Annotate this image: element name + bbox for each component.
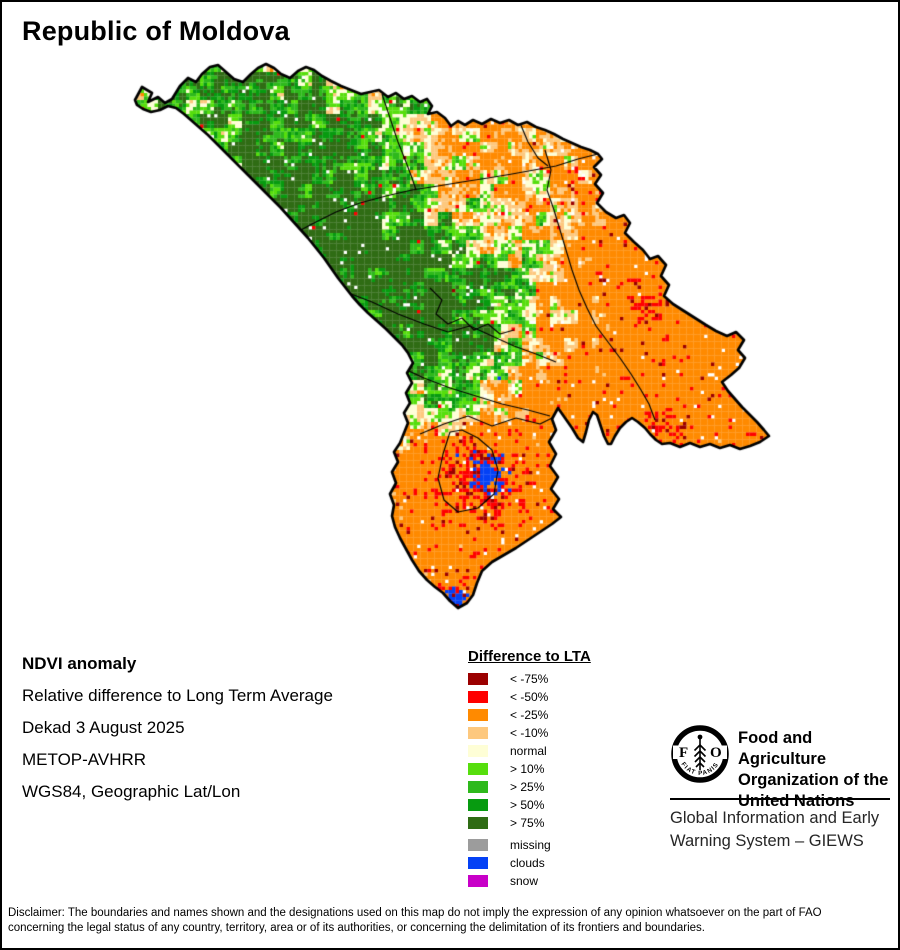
legend-color-swatch [468, 691, 488, 703]
disclaimer-text: Disclaimer: The boundaries and names sho… [8, 906, 822, 936]
fao-logo-letter-f: F [679, 745, 688, 761]
legend-row: < -50% [468, 688, 591, 706]
legend-row: normal [468, 742, 591, 760]
legend-row: > 75% [468, 814, 591, 832]
legend-title: Difference to LTA [468, 648, 591, 665]
legend-label: missing [510, 838, 551, 852]
fao-org-line: United Nations [738, 792, 855, 810]
info-line: METOP-AVHRR [22, 750, 147, 769]
info-heading: NDVI anomaly [22, 654, 137, 673]
legend-label: < -25% [510, 708, 549, 722]
legend-row: > 25% [468, 778, 591, 796]
legend-color-swatch [468, 781, 488, 793]
fao-block: F O FIAT PANIS Food and Agriculture Organ… [668, 722, 896, 862]
legend-label: < -75% [510, 672, 549, 686]
info-line: Dekad 3 August 2025 [22, 718, 185, 737]
legend-color-swatch [468, 875, 488, 887]
fao-org-line: Organization of the [738, 771, 889, 789]
map-legend: Difference to LTA < -75% < -50% < -25% < -1… [468, 648, 591, 890]
legend-label: > 25% [510, 780, 545, 794]
fao-org-line: Food and Agriculture [738, 729, 827, 768]
legend-row: snow [468, 872, 591, 890]
legend-color-swatch [468, 817, 488, 829]
legend-color-swatch [468, 857, 488, 869]
legend-row: < -10% [468, 724, 591, 742]
legend-row: missing [468, 836, 591, 854]
legend-label: > 75% [510, 816, 545, 830]
fao-logo-icon: F O FIAT PANIS [671, 725, 729, 783]
wheat-ear-icon [693, 739, 707, 770]
legend-color-swatch [468, 745, 488, 757]
legend-row: < -25% [468, 706, 591, 724]
legend-color-swatch [468, 799, 488, 811]
legend-row: > 10% [468, 760, 591, 778]
legend-label: snow [510, 874, 539, 888]
info-line: Relative difference to Long Term Average [22, 686, 333, 705]
disclaimer-line: Disclaimer: The boundaries and names sho… [8, 907, 822, 919]
giews-label: Global Information and Early Warning Syst… [670, 807, 879, 853]
fao-logo-letter-o: O [710, 745, 722, 761]
fao-org-name: Food and Agriculture Organization of the U… [738, 728, 896, 812]
legend-row: < -75% [468, 670, 591, 688]
legend-row: > 50% [468, 796, 591, 814]
legend-label: normal [510, 744, 547, 758]
info-lines: Relative difference to Long Term Average… [22, 680, 333, 808]
legend-label: clouds [510, 856, 545, 870]
legend-color-swatch [468, 727, 488, 739]
fao-divider [670, 798, 890, 800]
legend-row: clouds [468, 854, 591, 872]
giews-line: Warning System – GIEWS [670, 832, 864, 850]
legend-color-swatch [468, 709, 488, 721]
legend-label: < -10% [510, 726, 549, 740]
legend-label: > 50% [510, 798, 545, 812]
legend-color-swatch [468, 839, 488, 851]
info-line: WGS84, Geographic Lat/Lon [22, 782, 241, 801]
legend-label: > 10% [510, 762, 545, 776]
legend-class-rows: < -75% < -50% < -25% < -10% normal > 10% > 25%… [468, 670, 591, 832]
map-info-block: NDVI anomaly Relative difference to Long… [22, 648, 333, 808]
giews-line: Global Information and Early [670, 809, 880, 827]
legend-label: < -50% [510, 690, 549, 704]
legend-extra-rows: missing clouds snow [468, 836, 591, 890]
page-title: Republic of Moldova [22, 16, 290, 46]
disclaimer-line: concerning the legal status of any count… [8, 922, 705, 934]
legend-color-swatch [468, 763, 488, 775]
legend-color-swatch [468, 673, 488, 685]
